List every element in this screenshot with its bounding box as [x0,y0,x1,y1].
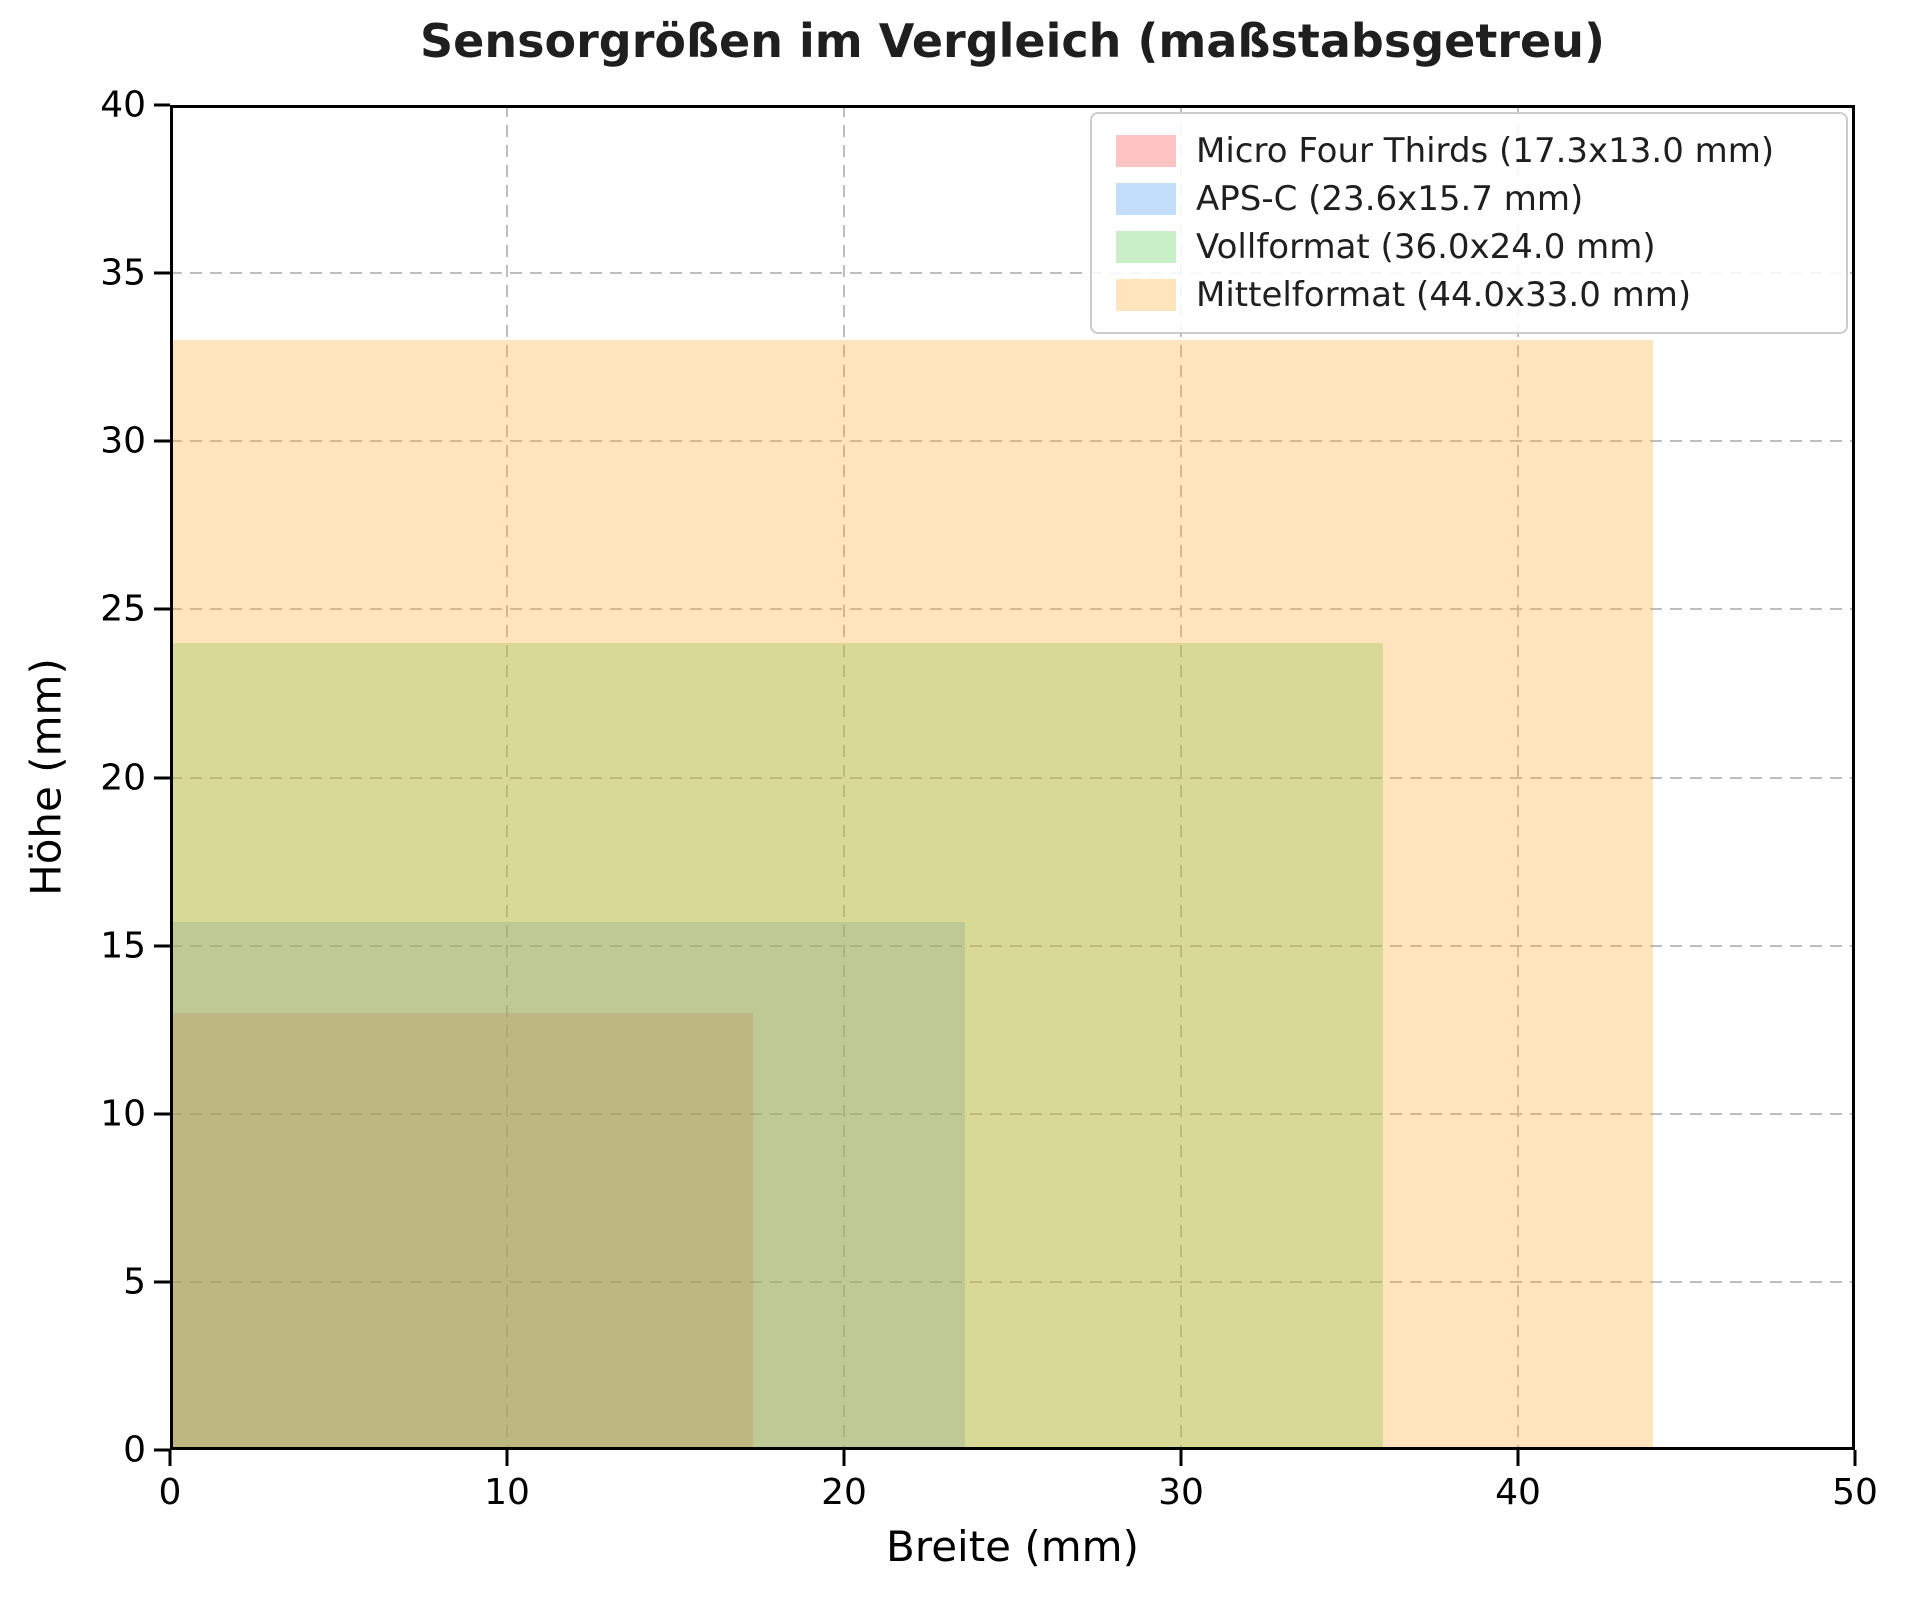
y-tick-label: 25 [100,588,146,630]
legend-label: Vollformat (36.0x24.0 mm) [1196,227,1656,267]
x-tick-label: 30 [1158,1472,1204,1513]
gridline-horizontal [170,1112,1855,1115]
legend-swatch-mittelformat [1116,279,1176,311]
y-tick-mark [154,607,170,611]
series-rect-aps-c [170,922,966,1450]
y-axis-label: Höhe (mm) [21,658,71,896]
y-tick-label: 10 [100,1093,146,1135]
x-tick-label: 10 [484,1472,530,1513]
y-tick-mark [154,1112,170,1116]
chart-title: Sensorgrößen im Vergleich (maßstabsgetre… [420,14,1605,68]
legend-swatch-aps-c [1116,183,1176,215]
series-rect-micro-four-thirds [170,1012,753,1450]
x-axis-label: Breite (mm) [886,1522,1139,1571]
y-tick-label: 35 [100,252,146,294]
x-tick-mark [1179,1450,1183,1466]
gridline-horizontal [170,440,1855,443]
x-tick-label: 40 [1495,1472,1541,1513]
x-tick-label: 50 [1832,1472,1878,1513]
legend-swatch-vollformat [1116,231,1176,263]
x-tick-mark [1853,1450,1857,1466]
x-tick-label: 0 [158,1472,182,1513]
legend-label: Mittelformat (44.0x33.0 mm) [1196,275,1692,315]
gridline-horizontal [170,608,1855,611]
y-tick-mark [154,776,170,779]
legend: Micro Four Thirds (17.3x13.0 mm) APS-C (2… [1090,112,1848,334]
y-tick-mark [154,1280,170,1284]
y-tick-label: 20 [100,757,146,798]
legend-item-vollformat: Vollformat (36.0x24.0 mm) [1116,226,1822,268]
gridline-horizontal [170,776,1855,779]
x-tick-mark [842,1450,846,1466]
gridline-horizontal [170,944,1855,947]
series-rect-mittelformat [170,340,1653,1450]
y-tick-label: 0 [123,1429,146,1471]
legend-swatch-micro-four-thirds [1116,135,1176,167]
legend-item-aps-c: APS-C (23.6x15.7 mm) [1116,178,1822,220]
x-tick-mark [168,1450,172,1466]
y-tick-mark [154,439,170,443]
series-rect-vollformat [170,643,1384,1450]
y-tick-mark [154,1448,170,1452]
legend-item-micro-four-thirds: Micro Four Thirds (17.3x13.0 mm) [1116,130,1822,172]
gridline-horizontal [170,105,1855,106]
x-tick-label: 20 [821,1472,867,1513]
y-tick-mark [154,271,170,275]
gridline-horizontal [170,1280,1855,1283]
legend-label: APS-C (23.6x15.7 mm) [1196,179,1584,219]
legend-item-mittelformat: Mittelformat (44.0x33.0 mm) [1116,274,1822,316]
y-tick-label: 40 [100,84,146,126]
x-tick-mark [1516,1450,1520,1466]
x-tick-mark [505,1450,509,1466]
gridline-horizontal [170,272,1855,275]
y-tick-mark [154,944,170,948]
y-tick-label: 5 [123,1261,146,1303]
legend-label: Micro Four Thirds (17.3x13.0 mm) [1196,131,1775,171]
y-tick-label: 30 [100,420,146,462]
y-tick-mark [154,103,170,107]
y-tick-label: 15 [100,925,146,967]
